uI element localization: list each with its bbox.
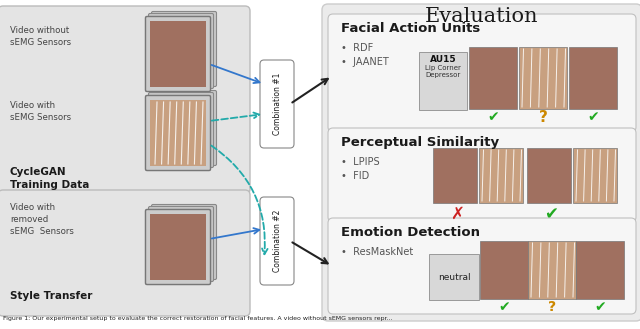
FancyBboxPatch shape <box>145 95 211 170</box>
FancyBboxPatch shape <box>152 205 216 280</box>
Text: Lip Corner
Depressor: Lip Corner Depressor <box>425 65 461 79</box>
Text: ✗: ✗ <box>450 205 464 223</box>
Text: Figure 1: Our experimental setup to evaluate the correct restoration of facial f: Figure 1: Our experimental setup to eval… <box>3 316 392 321</box>
Text: Video with
sEMG Sensors: Video with sEMG Sensors <box>10 101 71 122</box>
Bar <box>528 241 576 299</box>
Text: •  ResMaskNet: • ResMaskNet <box>341 247 413 257</box>
FancyBboxPatch shape <box>0 6 250 194</box>
Text: •  RDF: • RDF <box>341 43 373 53</box>
Text: AU15: AU15 <box>429 55 456 64</box>
Text: ?: ? <box>539 110 547 125</box>
FancyBboxPatch shape <box>328 14 636 132</box>
FancyBboxPatch shape <box>145 210 211 285</box>
Bar <box>150 21 206 87</box>
Bar <box>150 21 206 87</box>
FancyBboxPatch shape <box>145 16 211 91</box>
FancyBboxPatch shape <box>152 90 216 165</box>
Bar <box>150 100 206 166</box>
FancyBboxPatch shape <box>260 197 294 285</box>
Bar <box>150 214 206 280</box>
Bar <box>569 47 617 109</box>
Text: ?: ? <box>548 300 556 314</box>
Bar <box>150 100 206 166</box>
Text: •  JAANET: • JAANET <box>341 57 388 67</box>
Text: CycleGAN
Training Data: CycleGAN Training Data <box>10 167 90 190</box>
Text: ✔: ✔ <box>594 300 606 314</box>
Bar <box>153 18 209 84</box>
FancyBboxPatch shape <box>260 60 294 148</box>
Text: Video with
removed
sEMG  Sensors: Video with removed sEMG Sensors <box>10 203 74 236</box>
FancyBboxPatch shape <box>328 218 636 314</box>
Bar <box>480 241 528 299</box>
Bar <box>576 241 624 299</box>
FancyBboxPatch shape <box>322 4 640 321</box>
FancyBboxPatch shape <box>145 16 211 91</box>
Text: ✔: ✔ <box>544 205 558 223</box>
FancyBboxPatch shape <box>429 254 479 300</box>
Text: neutral: neutral <box>438 273 470 283</box>
Bar <box>150 214 206 280</box>
Text: •  FID: • FID <box>341 171 369 181</box>
Bar <box>469 47 517 109</box>
FancyBboxPatch shape <box>0 190 250 316</box>
Text: Combination #1: Combination #1 <box>273 73 282 135</box>
Bar <box>479 148 523 203</box>
Bar <box>153 97 209 163</box>
Bar <box>519 47 567 109</box>
Text: Facial Action Units: Facial Action Units <box>341 22 480 35</box>
FancyBboxPatch shape <box>145 95 211 170</box>
FancyBboxPatch shape <box>145 210 211 285</box>
Text: •  LPIPS: • LPIPS <box>341 157 380 167</box>
Text: Style Transfer: Style Transfer <box>10 291 92 301</box>
Text: Perceptual Similarity: Perceptual Similarity <box>341 136 499 149</box>
FancyBboxPatch shape <box>328 128 636 222</box>
FancyBboxPatch shape <box>148 207 214 282</box>
Bar <box>156 16 212 82</box>
Text: ✔: ✔ <box>587 110 599 124</box>
FancyBboxPatch shape <box>148 92 214 167</box>
Bar <box>433 148 477 203</box>
Text: ✔: ✔ <box>498 300 510 314</box>
Text: ✔: ✔ <box>487 110 499 124</box>
Bar <box>153 211 209 277</box>
Text: Video without
sEMG Sensors: Video without sEMG Sensors <box>10 26 71 47</box>
Text: Emotion Detection: Emotion Detection <box>341 226 480 239</box>
Text: Evaluation: Evaluation <box>425 7 539 26</box>
FancyBboxPatch shape <box>419 52 467 110</box>
Bar <box>527 148 571 203</box>
Bar <box>156 209 212 275</box>
Text: Combination #2: Combination #2 <box>273 210 282 272</box>
FancyBboxPatch shape <box>152 12 216 87</box>
Bar <box>156 95 212 161</box>
FancyBboxPatch shape <box>148 13 214 89</box>
Bar <box>573 148 617 203</box>
